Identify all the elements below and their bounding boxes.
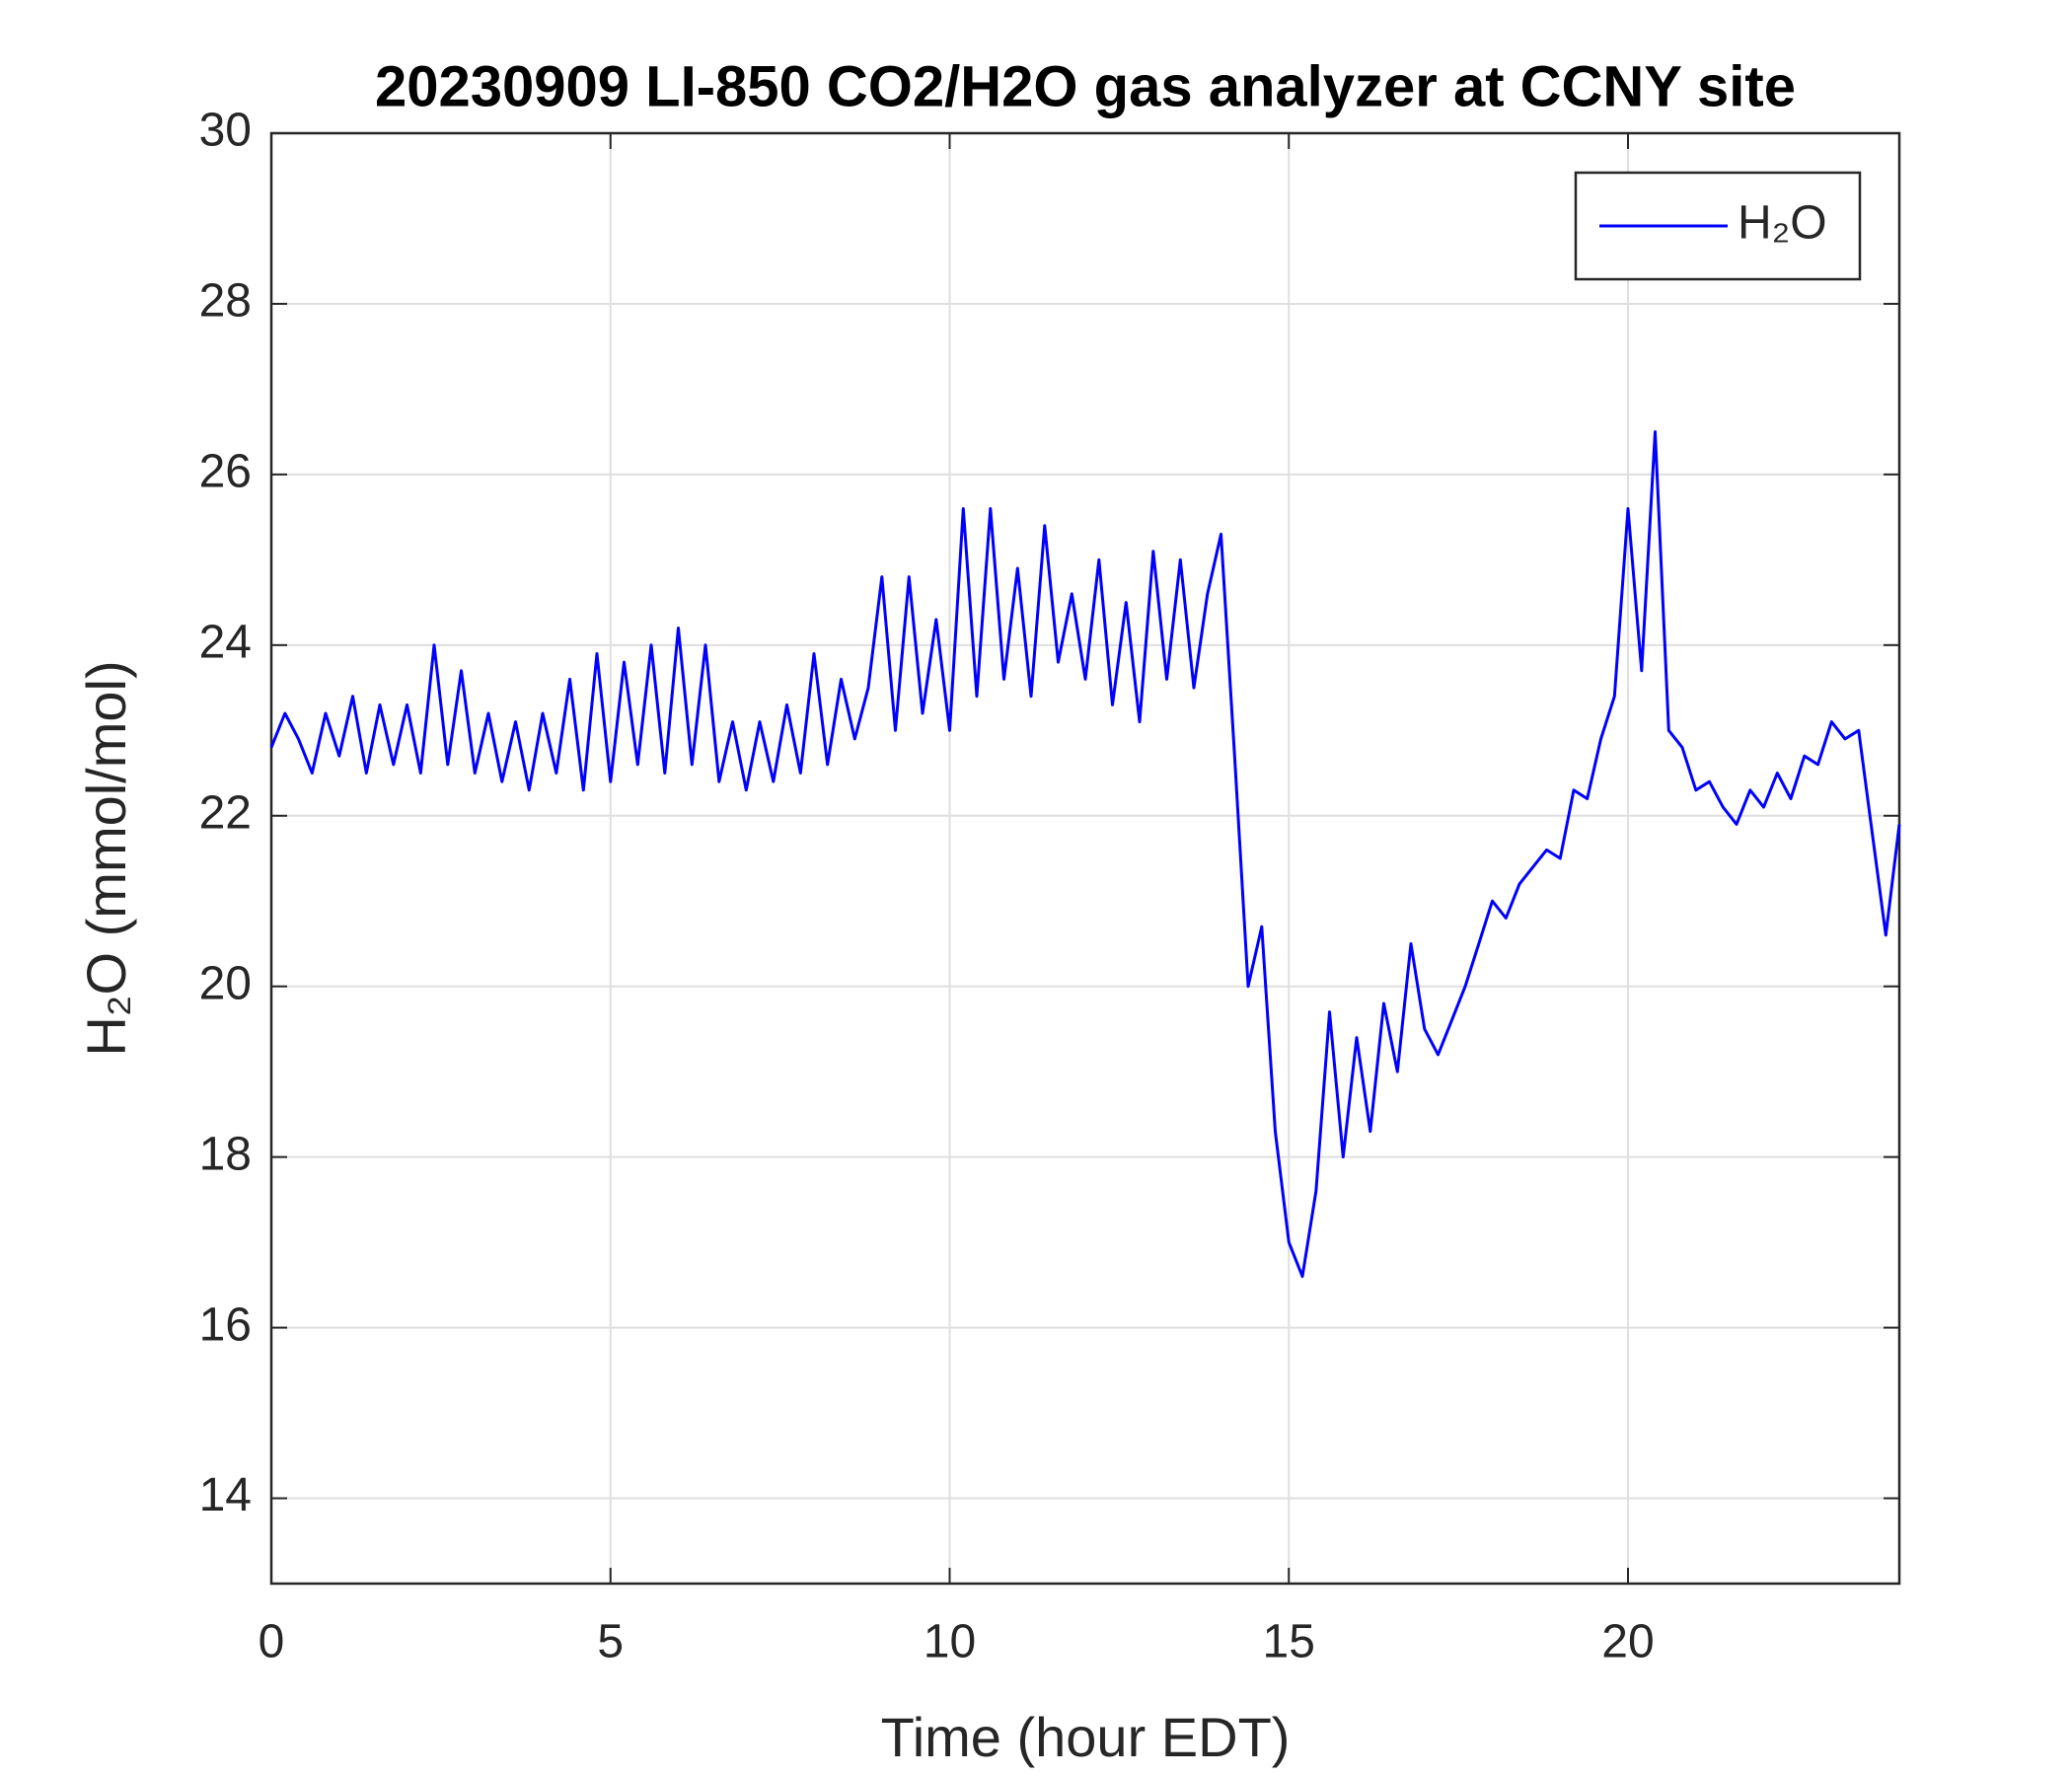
y-tick-label: 18 xyxy=(199,1128,252,1180)
x-tick-label: 10 xyxy=(924,1616,976,1668)
plot-frame xyxy=(269,131,1901,1586)
y-tick-label: 20 xyxy=(199,957,252,1009)
x-tick-label: 15 xyxy=(1263,1616,1315,1668)
y-tick-label: 28 xyxy=(199,275,252,328)
y-tick-label: 26 xyxy=(199,446,252,498)
y-tick-label: 24 xyxy=(199,616,252,668)
x-tick-label: 20 xyxy=(1601,1616,1654,1668)
y-tick-label: 22 xyxy=(199,786,252,839)
y-tick-label: 30 xyxy=(199,105,252,157)
x-tick-label: 5 xyxy=(597,1616,624,1668)
y-axis-label: H₂O (mmol/mol) xyxy=(75,660,137,1056)
y-tick-label: 14 xyxy=(199,1469,252,1521)
x-tick-label: 0 xyxy=(259,1616,285,1668)
chart-title: 20230909 LI-850 CO2/H2O gas analyzer at … xyxy=(375,54,1796,118)
x-axis-label: Time (hour EDT) xyxy=(881,1706,1291,1768)
y-tick-label: 16 xyxy=(199,1298,252,1351)
legend-label: H₂O xyxy=(1738,197,1827,250)
data-line xyxy=(269,430,1901,1279)
